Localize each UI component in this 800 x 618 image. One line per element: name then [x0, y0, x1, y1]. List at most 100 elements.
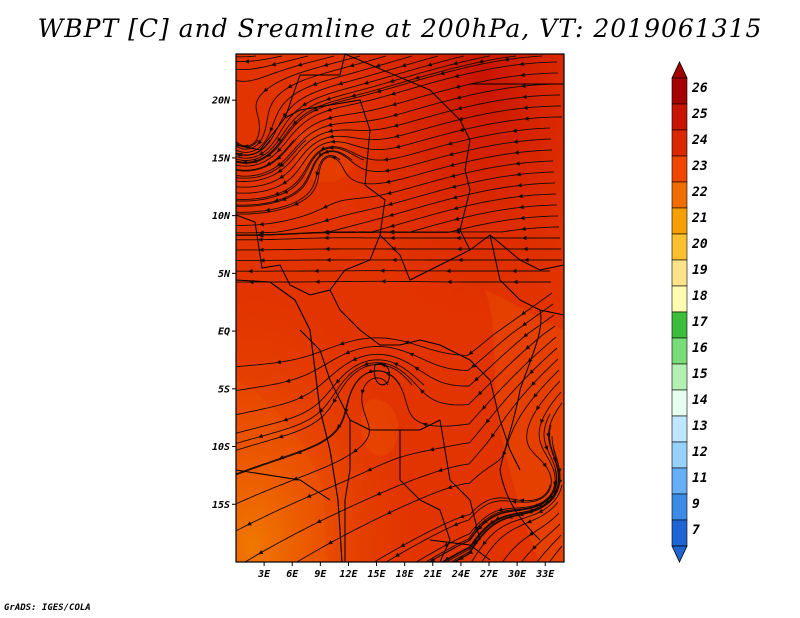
streamline-arrowhead: [540, 418, 545, 424]
streamline-arrowhead: [257, 232, 262, 238]
streamline-arrowhead: [297, 62, 303, 67]
streamline-arrowhead: [277, 168, 283, 173]
streamline-arrowhead: [325, 246, 330, 252]
colorbar-swatch: [671, 285, 688, 313]
streamline-arrowhead: [282, 417, 288, 422]
streamline-arrowhead: [394, 133, 400, 139]
colorbar-swatch: [671, 77, 688, 105]
streamline-arrowhead: [517, 183, 522, 188]
streamline-arrowhead: [260, 258, 265, 263]
streamline-arrowhead: [524, 257, 529, 263]
streamline-arrowhead: [522, 321, 528, 327]
colorbar-label: 17: [692, 315, 708, 330]
streamline: [244, 358, 559, 562]
streamline-arrowhead: [349, 63, 355, 68]
colorbar-label: 23: [691, 159, 708, 174]
streamline-arrowhead: [323, 230, 328, 235]
streamline-arrowhead: [459, 514, 465, 519]
lat-tick-label: 5S: [218, 384, 230, 395]
streamline-arrowhead: [258, 151, 264, 156]
streamline-arrowhead: [458, 257, 463, 263]
streamline-arrowhead: [339, 341, 345, 346]
streamline-arrowhead: [523, 246, 528, 252]
streamline-arrowhead: [552, 456, 557, 462]
streamline-arrowhead: [513, 139, 518, 144]
streamline: [236, 171, 555, 234]
streamline-arrowhead: [276, 359, 281, 365]
streamline-arrowhead: [450, 173, 456, 178]
streamline-arrowhead: [495, 516, 501, 521]
colorbar-label: 11: [692, 471, 708, 486]
grads-credit: GrADS: IGES/COLA: [4, 603, 91, 613]
colorbar-swatch: [671, 441, 688, 469]
streamline-arrowhead: [258, 550, 264, 555]
colorbar-top-arrow: [671, 61, 688, 79]
colorbar-swatch: [671, 103, 688, 131]
streamline-arrowhead: [323, 62, 329, 67]
streamline-arrowhead: [477, 525, 483, 531]
colorbar-label: 20: [691, 237, 708, 252]
streamline: [471, 484, 563, 562]
streamline-arrowhead: [318, 152, 324, 158]
streamline: [236, 259, 562, 261]
streamline-arrowhead: [546, 433, 551, 438]
streamline-arrowhead: [478, 59, 484, 64]
streamline: [236, 292, 553, 368]
streamline: [236, 55, 283, 63]
colorbar-label: 26: [691, 81, 708, 96]
streamline: [236, 55, 387, 150]
streamline-arrowhead: [532, 545, 537, 550]
streamline-arrowhead: [522, 94, 527, 99]
streamline-arrowhead: [429, 447, 435, 452]
streamline-arrowhead: [393, 362, 399, 367]
streamline-arrowhead: [512, 128, 517, 133]
streamline: [415, 391, 562, 562]
streamline: [236, 139, 271, 156]
streamline-arrowhead: [538, 508, 544, 513]
streamline-arrowhead: [521, 226, 526, 232]
streamline-arrowhead: [451, 184, 457, 189]
streamline-arrowhead: [471, 363, 476, 368]
streamline-arrowhead: [376, 88, 382, 94]
streamline-arrowhead: [281, 180, 287, 185]
lake: [373, 363, 390, 386]
streamline-arrowhead: [273, 198, 279, 203]
colorbar-swatch: [671, 337, 688, 365]
streamline-arrowhead: [497, 507, 503, 512]
streamline: [425, 479, 557, 562]
streamline-arrowhead: [296, 449, 302, 454]
streamline: [236, 147, 365, 202]
streamline-arrowhead: [516, 172, 521, 177]
streamline: [236, 377, 389, 504]
streamline-arrowhead: [448, 151, 454, 157]
streamline-arrowhead: [521, 83, 526, 89]
streamline-arrowhead: [409, 352, 415, 357]
streamline-arrowhead: [367, 467, 373, 472]
streamline: [236, 116, 562, 194]
streamline-arrowhead: [455, 229, 460, 235]
streamline-arrowhead: [330, 139, 336, 144]
colorbar-label: 9: [692, 497, 700, 512]
streamline-arrowhead: [363, 80, 369, 85]
streamline-arrowhead: [523, 105, 528, 110]
streamline-arrowhead: [453, 205, 459, 211]
streamline-arrowhead: [477, 390, 483, 396]
lon-tick-label: 24E: [451, 569, 471, 580]
streamline-arrowhead: [507, 514, 513, 519]
streamline-arrowhead: [283, 189, 289, 194]
colorbar-swatch: [671, 467, 688, 495]
streamline-arrowhead: [490, 433, 496, 439]
streamline-arrowhead: [452, 61, 458, 66]
streamline-arrowhead: [274, 191, 280, 196]
streamline-arrows: [236, 57, 563, 562]
lon-tick-label: 18E: [396, 569, 415, 580]
colorbar-label: 13: [692, 419, 708, 434]
colorbar-swatch: [671, 155, 688, 183]
streamline: [481, 501, 559, 562]
colorbar-label: 16: [692, 341, 708, 356]
streamline: [236, 347, 558, 532]
streamline-arrowhead: [271, 62, 277, 67]
streamline-arrowhead: [542, 462, 547, 468]
colorbar-swatch: [671, 363, 688, 391]
